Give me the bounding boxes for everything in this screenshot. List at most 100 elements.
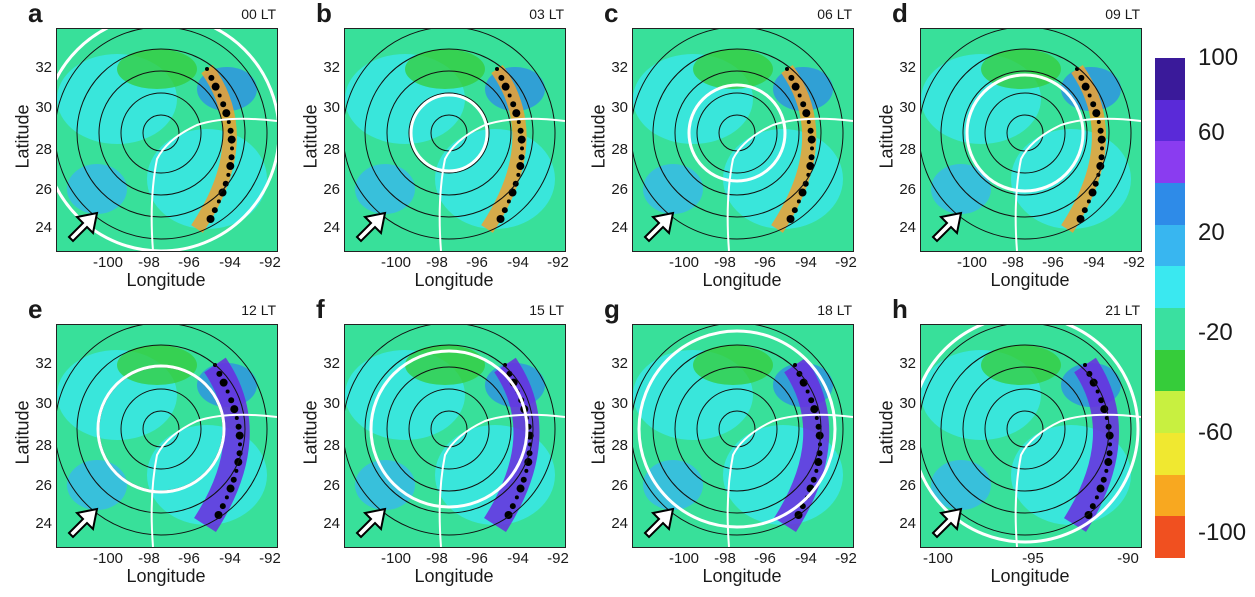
- y-tick-label: 28: [323, 141, 340, 158]
- radar-cell: [1096, 119, 1101, 124]
- radar-cell: [510, 101, 517, 108]
- radar-cell: [788, 74, 795, 81]
- radar-cell: [230, 405, 239, 414]
- radar-cell: [227, 127, 234, 134]
- radar-cell: [507, 93, 512, 98]
- radar-cell: [1083, 363, 1087, 367]
- coastline: [726, 117, 853, 251]
- radar-cell: [1084, 511, 1093, 519]
- range-ring: [386, 366, 512, 492]
- y-tick-label: 28: [35, 437, 52, 454]
- x-tick-label: -92: [259, 550, 281, 567]
- range-ring: [408, 388, 490, 470]
- field-blob: [981, 345, 1061, 385]
- radar-cell: [814, 415, 819, 420]
- x-tick-label: -100: [92, 254, 124, 271]
- field-blob: [67, 460, 127, 510]
- y-tick-label: 24: [35, 515, 52, 532]
- y-tick-label: 24: [323, 515, 340, 532]
- radar-cell: [1089, 378, 1098, 387]
- colorbar-tick-label: 20: [1198, 219, 1225, 246]
- range-ring: [940, 48, 1110, 218]
- y-tick-label: 30: [899, 99, 916, 116]
- panel-time-label: 12 LT: [241, 302, 276, 318]
- radar-cell: [219, 378, 228, 387]
- radar-cell: [516, 484, 525, 493]
- y-tick-label: 32: [611, 355, 628, 372]
- y-tick-label: 32: [323, 355, 340, 372]
- radar-cell: [524, 458, 533, 467]
- radar-cell: [815, 423, 822, 430]
- radar-cell: [516, 162, 525, 171]
- radar-cell: [807, 135, 816, 144]
- x-tick-label: -92: [259, 254, 281, 271]
- y-tick-label: 24: [899, 515, 916, 532]
- highlight-ring: [637, 329, 837, 529]
- x-tick-label: -98: [138, 550, 160, 567]
- field-blob: [117, 49, 197, 89]
- range-ring: [940, 344, 1110, 514]
- x-tick-label: -98: [426, 550, 448, 567]
- y-tick-label: 28: [899, 437, 916, 454]
- x-tick-label: -100: [668, 550, 700, 567]
- radar-cell: [508, 188, 517, 197]
- radar-cell: [222, 109, 231, 118]
- y-tick-label: 32: [899, 59, 916, 76]
- range-ring: [98, 70, 224, 196]
- radar-cell: [807, 127, 814, 134]
- colorbar-segment: [1155, 266, 1185, 308]
- x-tick-label: -96: [754, 550, 776, 567]
- x-tick-label: -92: [835, 254, 857, 271]
- radar-cell: [509, 503, 516, 510]
- range-ring: [633, 29, 844, 240]
- panel-g: g 18 LT Latitude 32 30 28 26 24 -100 -98 -96 -94 -92…: [588, 296, 860, 597]
- colorbar-segment: [1155, 99, 1185, 142]
- panel-time-label: 15 LT: [529, 302, 564, 318]
- x-tick-label: -96: [466, 550, 488, 567]
- radar-cell: [224, 495, 229, 500]
- radar-cell: [1097, 127, 1104, 134]
- panel-letter: b: [316, 0, 332, 28]
- y-tick-label: 32: [899, 355, 916, 372]
- range-ring: [921, 325, 1132, 536]
- range-ring: [652, 344, 822, 514]
- colorbar-segment: [1155, 474, 1185, 517]
- radar-cell: [229, 146, 234, 151]
- panel-letter: d: [892, 0, 908, 28]
- radar-cell: [798, 188, 807, 197]
- radar-cell: [1086, 199, 1091, 204]
- colorbar-tick-label: -20: [1198, 319, 1233, 346]
- radar-cell: [1094, 495, 1099, 500]
- range-ring: [984, 388, 1066, 470]
- range-ring: [364, 48, 534, 218]
- x-tick-label: -94: [795, 550, 817, 567]
- x-tick-label: -94: [219, 254, 241, 271]
- radar-cell: [1078, 74, 1085, 81]
- y-tick-label: 32: [35, 355, 52, 372]
- y-tick-label: 30: [899, 395, 916, 412]
- radar-cell: [218, 188, 227, 197]
- range-ring: [652, 48, 822, 218]
- y-tick-label: 26: [35, 181, 52, 198]
- y-tick-label: 26: [35, 477, 52, 494]
- highlight-ring: [921, 325, 1140, 544]
- range-ring: [962, 70, 1088, 196]
- radar-cell: [518, 154, 525, 161]
- radar-cell: [1105, 431, 1114, 440]
- y-axis-label: Latitude: [588, 104, 609, 169]
- panel-d: d 09 LT Latitude 32 30 28 26 24 -100 -98 -96 -94 -92…: [876, 0, 1148, 301]
- x-tick-label: -98: [1002, 254, 1024, 271]
- radar-cell: [516, 119, 521, 124]
- radar-cell: [800, 101, 807, 108]
- radar-cell: [806, 119, 811, 124]
- radar-cell: [227, 135, 236, 144]
- x-axis-label: Longitude: [126, 270, 206, 290]
- range-ring: [386, 70, 512, 196]
- field-blob: [693, 49, 773, 89]
- y-tick-label: 26: [323, 477, 340, 494]
- x-axis-label: Longitude: [126, 566, 206, 586]
- y-tick-label: 30: [35, 99, 52, 116]
- x-tick-label: -98: [714, 550, 736, 567]
- radar-cell: [1088, 188, 1097, 197]
- x-tick-label: -100: [668, 254, 700, 271]
